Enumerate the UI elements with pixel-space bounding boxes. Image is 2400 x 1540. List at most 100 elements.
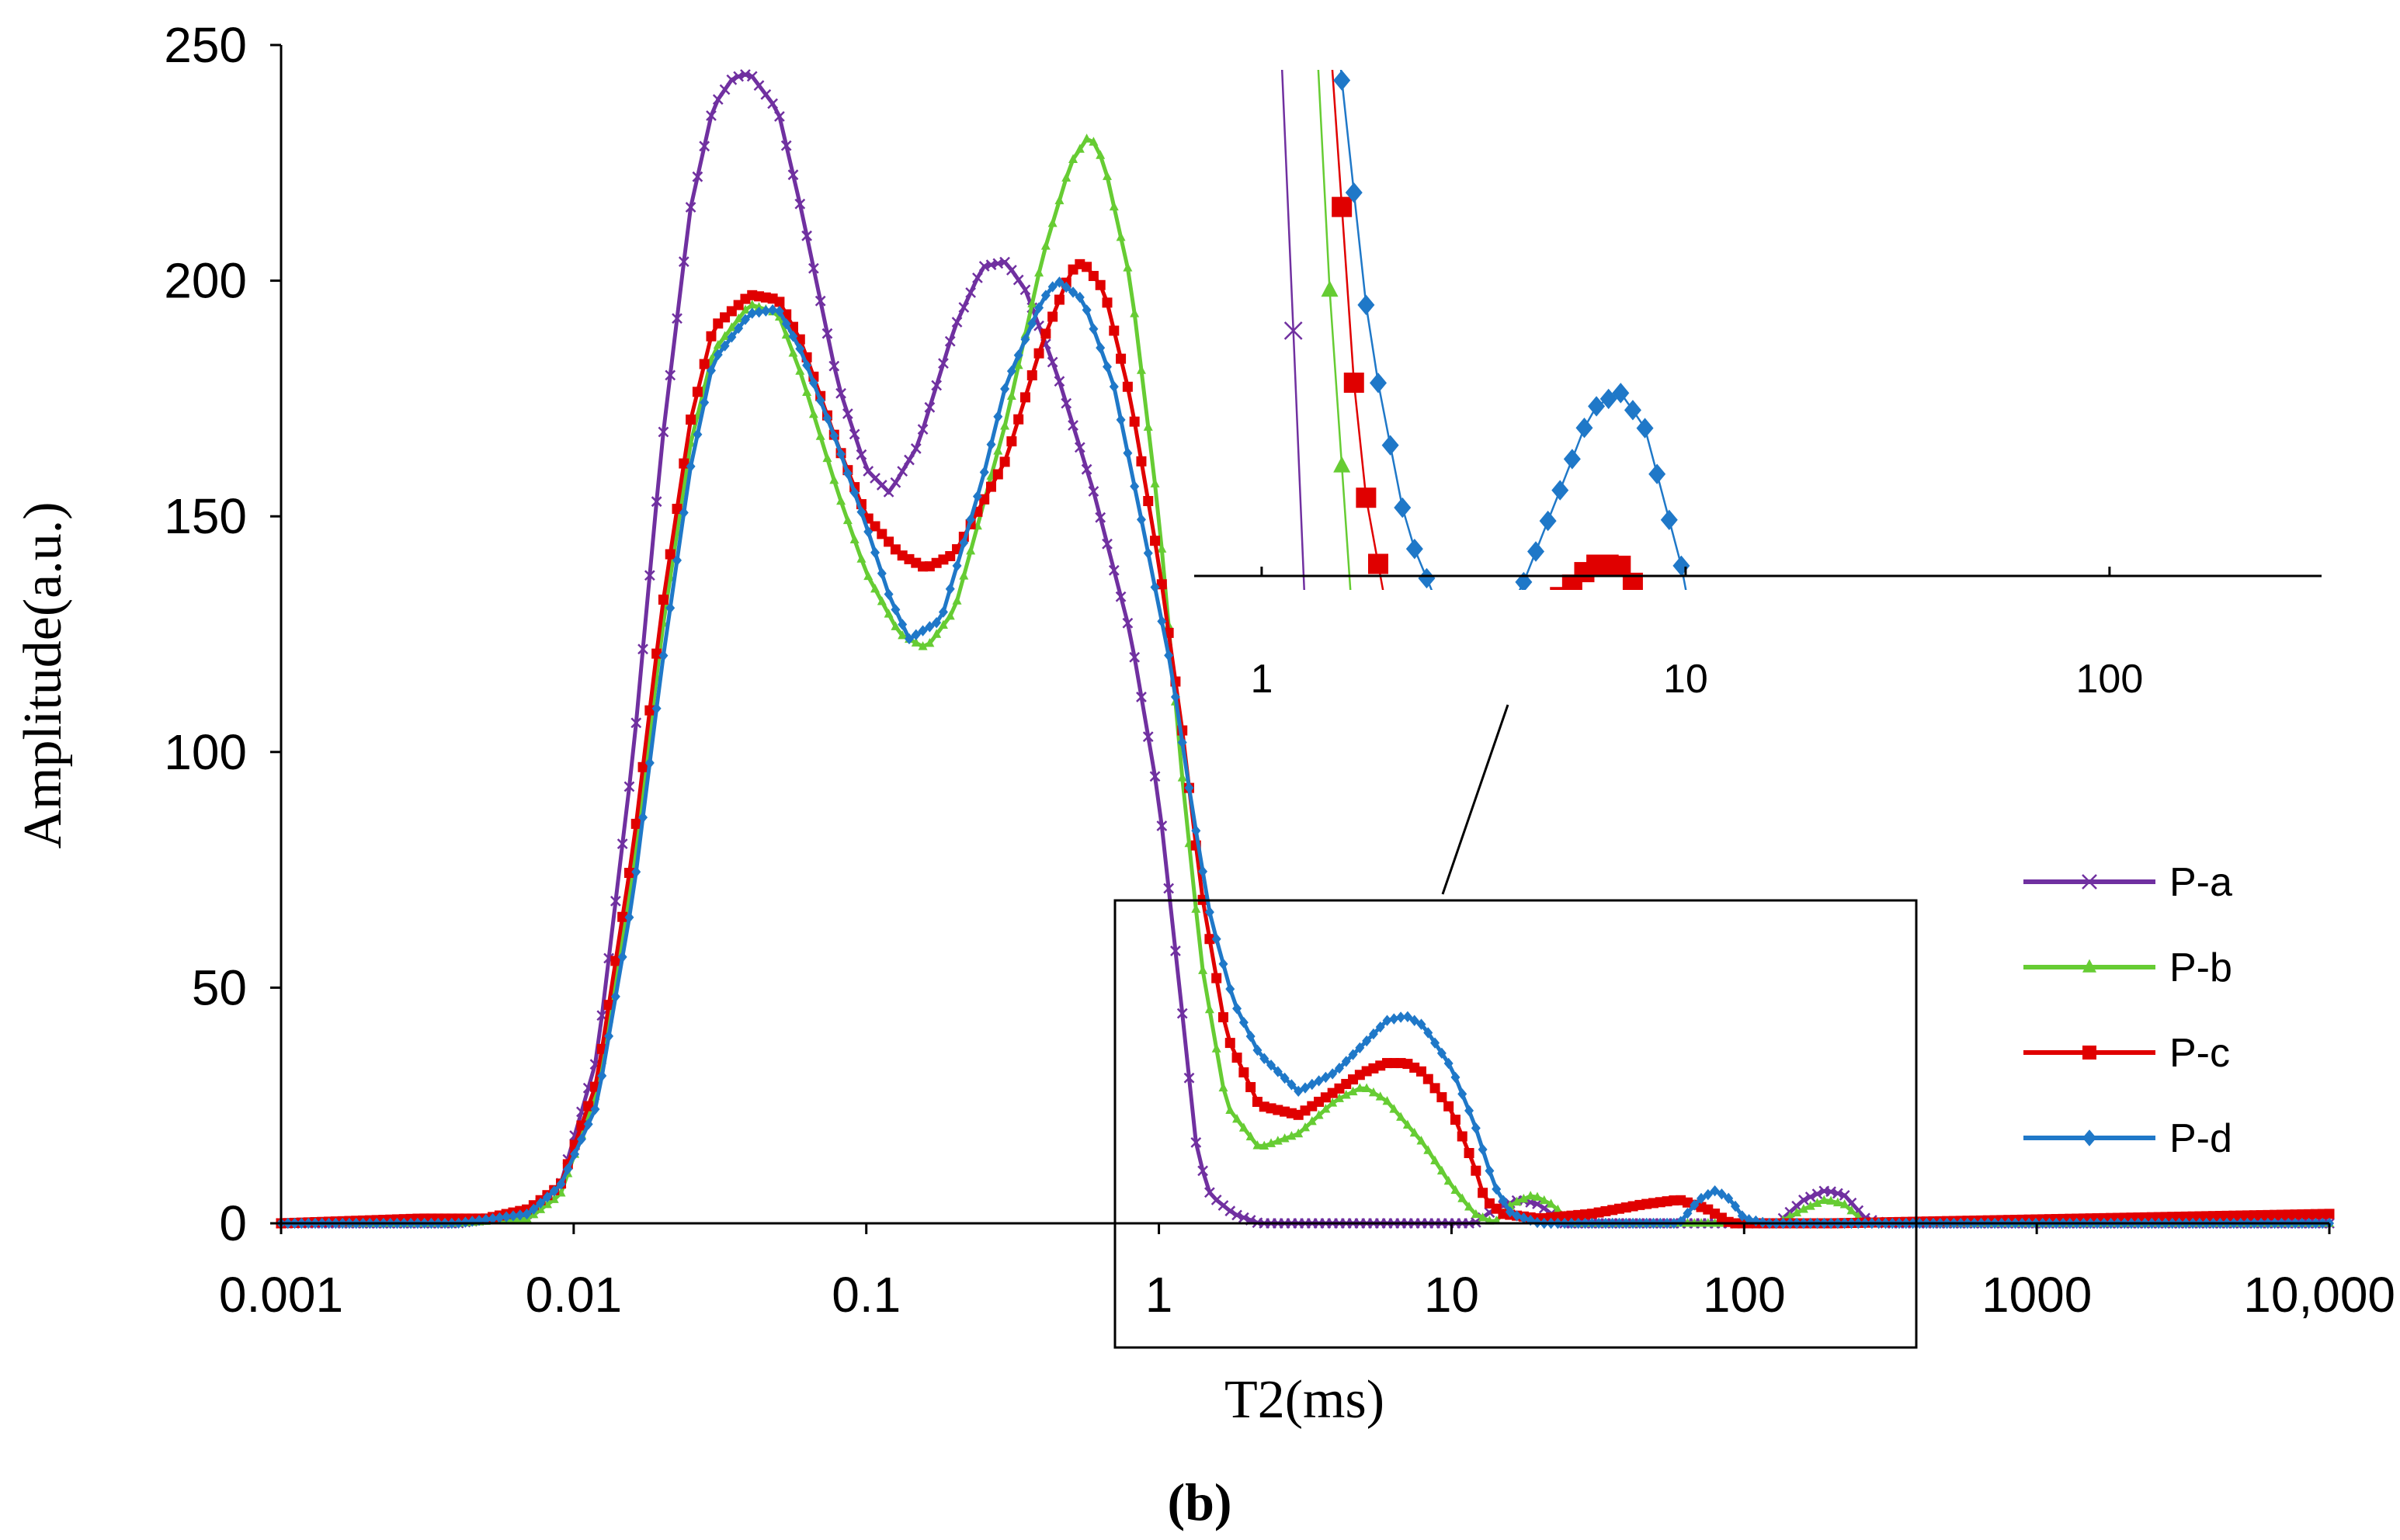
data-point-p-b	[1334, 1093, 1344, 1102]
data-point-p-d	[1273, 1066, 1283, 1077]
data-point-p-b	[1812, 1198, 1822, 1207]
data-point-p-d	[891, 604, 901, 616]
data-point-p-c	[603, 1000, 614, 1011]
data-point-p-b	[720, 331, 730, 340]
data-point-p-d	[1109, 380, 1119, 393]
data-point-p-c	[1026, 370, 1037, 381]
data-point-p-d	[1054, 276, 1065, 288]
data-point-p-d	[1690, 1199, 1700, 1211]
data-point-p-d	[842, 467, 853, 480]
data-point-p-b	[1307, 1116, 1317, 1126]
data-point-p-b	[884, 609, 894, 618]
data-point-p-d	[610, 990, 620, 1003]
inset-data-point-p-c	[1332, 196, 1353, 217]
data-point-p-b	[1198, 965, 1208, 974]
inset-data-point-p-d	[1624, 400, 1641, 421]
data-point-p-a	[1136, 692, 1147, 702]
data-point-p-a	[1095, 512, 1106, 523]
data-point-p-b	[1225, 1105, 1235, 1114]
data-point-p-d	[1245, 1030, 1256, 1042]
data-point-p-c	[1047, 311, 1058, 322]
data-point-p-d	[1402, 1011, 1412, 1023]
data-point-p-a	[904, 454, 915, 466]
data-point-p-d	[863, 525, 874, 538]
inset-series-p-b	[1317, 70, 1352, 590]
legend-item-p-d: P-d	[2023, 1116, 2232, 1161]
data-point-p-a	[692, 171, 703, 182]
data-point-p-b	[1362, 1083, 1372, 1092]
data-point-p-b	[1047, 217, 1058, 227]
data-point-p-b	[1382, 1096, 1392, 1105]
inset-x-axis-ticks: 1 10 100	[1250, 567, 2143, 702]
data-point-p-d	[679, 507, 689, 519]
data-point-p-d	[672, 554, 682, 567]
inset-data-point-p-d	[1527, 541, 1545, 562]
data-point-p-b	[1096, 150, 1106, 159]
inset-data-point-p-d	[1357, 294, 1375, 316]
data-point-p-a	[835, 387, 846, 399]
data-point-p-d	[918, 625, 928, 636]
data-point-p-c	[1033, 348, 1044, 359]
data-point-p-d	[1116, 414, 1126, 426]
data-point-p-d	[972, 491, 982, 502]
inset-data-point-p-d	[1551, 480, 1569, 501]
x-tick-label: 0.001	[219, 1267, 343, 1323]
data-point-p-d	[1341, 1056, 1351, 1067]
y-tick-label: 0	[219, 1195, 247, 1251]
data-point-p-a	[1170, 945, 1181, 956]
data-point-p-b	[1143, 421, 1153, 431]
data-point-p-c	[1231, 1053, 1242, 1063]
legend-label: P-b	[2169, 945, 2232, 990]
data-point-p-d	[829, 430, 839, 442]
data-point-p-c	[1450, 1115, 1460, 1126]
data-point-p-b	[1130, 308, 1140, 317]
data-point-p-b	[713, 339, 723, 349]
data-point-p-b	[1157, 543, 1167, 553]
data-point-p-d	[1013, 349, 1023, 361]
data-point-p-d	[727, 331, 737, 343]
data-point-p-b	[1204, 1004, 1214, 1014]
data-point-p-a	[1231, 1209, 1242, 1221]
data-point-p-a	[883, 486, 894, 498]
data-point-p-b	[1252, 1140, 1263, 1150]
data-point-p-d	[1082, 304, 1092, 316]
data-point-p-c	[1471, 1165, 1481, 1176]
data-point-p-a	[706, 110, 717, 121]
data-point-p-b	[1546, 1198, 1556, 1208]
data-point-p-a	[1012, 274, 1024, 286]
data-point-p-d	[1751, 1215, 1761, 1227]
data-point-p-d	[1089, 323, 1099, 335]
data-point-p-c	[1143, 496, 1154, 507]
data-point-p-d	[761, 305, 771, 317]
data-point-p-a	[965, 287, 977, 298]
legend-label: P-d	[2169, 1116, 2232, 1161]
data-point-p-b	[788, 348, 798, 357]
x-tick-label: 100	[1703, 1267, 1786, 1323]
data-point-p-c	[1415, 1066, 1426, 1077]
data-point-p-b	[1321, 1104, 1331, 1113]
x-tick-label: 1000	[1981, 1267, 2092, 1323]
data-point-p-b	[1368, 1087, 1378, 1097]
data-point-p-c	[1204, 934, 1215, 945]
data-point-p-b	[952, 595, 962, 605]
data-point-p-d	[1389, 1013, 1399, 1025]
data-point-p-a	[678, 256, 689, 268]
data-point-p-d	[1102, 361, 1112, 373]
y-tick-label: 100	[164, 724, 247, 780]
data-point-p-b	[822, 453, 832, 463]
data-point-p-d	[836, 448, 846, 460]
data-point-p-a	[610, 895, 621, 907]
data-point-p-d	[1737, 1210, 1747, 1222]
data-point-p-a	[1047, 356, 1058, 368]
legend-marker-p-a	[2082, 874, 2097, 890]
data-point-p-c	[1122, 381, 1133, 392]
data-point-p-d	[638, 811, 648, 824]
data-point-p-a	[856, 449, 867, 460]
data-point-p-d	[1061, 281, 1071, 293]
data-point-p-d	[1130, 480, 1140, 492]
data-point-p-b	[1245, 1131, 1256, 1141]
inset-data-point-p-d	[1636, 418, 1654, 439]
data-point-p-d	[870, 546, 880, 559]
data-point-p-c	[1422, 1073, 1433, 1084]
